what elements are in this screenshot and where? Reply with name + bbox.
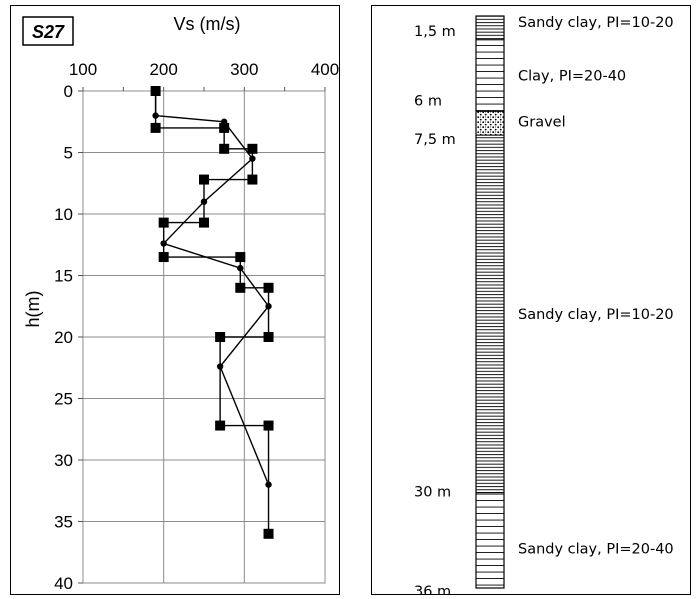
chart-title: Vs (m/s) (174, 14, 241, 34)
square-marker (215, 420, 226, 431)
series-line-circle (154, 91, 270, 485)
soil-layer-dense (475, 134, 505, 494)
soil-layer-sparse (475, 39, 505, 112)
layer-description: Sandy clay, PI=10-20 (518, 15, 674, 31)
square-marker (247, 174, 258, 185)
x-tick-label: 300 (230, 60, 258, 79)
y-tick-label: 10 (54, 205, 73, 224)
depth-label: 36 m (414, 584, 451, 594)
circle-marker (265, 303, 272, 310)
circle-marker (152, 87, 159, 95)
y-tick-label: 0 (64, 82, 73, 101)
vs-profile-panel: 100 200 300 400 0 5 10 15 20 25 30 35 40 Vs (m/s) S27 h… (10, 5, 340, 595)
square-marker (199, 174, 209, 185)
layer-description: Gravel (518, 114, 566, 130)
square-marker (263, 528, 274, 539)
square-marker (158, 252, 169, 263)
square-marker (235, 252, 246, 263)
depth-label: 7,5 m (414, 132, 456, 148)
depth-label: 6 m (414, 93, 442, 109)
y-tick-label: 40 (54, 574, 73, 593)
square-marker (215, 332, 226, 342)
layer-description: Sandy clay, PI=20-40 (518, 542, 674, 558)
circle-marker (160, 240, 167, 247)
soil-layer-sparse (475, 492, 505, 589)
station-label: S27 (32, 22, 65, 42)
borehole-log-panel: Sandy clay, PI=10-20 Clay, PI=20-40 Gravel… (371, 5, 691, 599)
y-tick-label: 25 (54, 390, 73, 409)
layer-description: Sandy clay, PI=10-20 (518, 307, 674, 323)
circle-marker (237, 264, 244, 272)
circle-marker (152, 112, 159, 119)
station-label-box (22, 16, 74, 46)
y-tick-label: 20 (54, 328, 73, 347)
depth-label: 30 m (414, 485, 451, 501)
y-tick-label: 30 (54, 451, 73, 470)
x-tick-label: 400 (311, 60, 339, 79)
circle-marker (265, 481, 272, 488)
y-tick-label: 15 (54, 267, 73, 286)
circle-marker (216, 363, 224, 370)
square-marker (219, 122, 230, 133)
square-marker (235, 282, 246, 293)
y-tick-label: 35 (54, 513, 73, 532)
layer-description: Clay, PI=20-40 (518, 69, 626, 85)
circle-marker (220, 118, 228, 125)
borehole-log: Sandy clay, PI=10-20 Clay, PI=20-40 Gravel… (414, 15, 674, 599)
square-marker (263, 332, 274, 342)
borehole-column-outline (475, 15, 505, 589)
square-marker (247, 143, 258, 154)
circle-marker (200, 198, 208, 205)
x-tick-label: 200 (149, 60, 177, 79)
square-marker (263, 282, 274, 293)
square-marker (263, 420, 274, 431)
depth-label: 1,5 m (414, 24, 456, 40)
y-axis-label: h(m) (23, 291, 43, 328)
circle-marker (249, 155, 256, 162)
square-marker (199, 217, 209, 228)
soil-layer-dots (475, 110, 505, 136)
square-marker (219, 143, 230, 154)
y-tick-label: 5 (64, 144, 73, 163)
vs-profile-chart: 100 200 300 400 0 5 10 15 20 25 30 35 40 Vs (m/s) S27 h… (22, 14, 339, 593)
square-marker (150, 122, 161, 133)
square-marker (158, 217, 169, 228)
x-tick-label: 100 (69, 60, 97, 79)
soil-layer-dense (475, 15, 505, 41)
